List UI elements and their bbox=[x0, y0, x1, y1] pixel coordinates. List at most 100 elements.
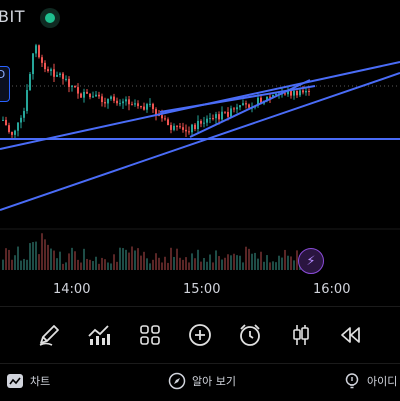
volume-bar bbox=[80, 262, 82, 270]
candle-body bbox=[44, 62, 46, 70]
volume-bar bbox=[11, 259, 13, 270]
volume-bar bbox=[143, 251, 145, 270]
volume-bar bbox=[149, 263, 151, 270]
chart-line-icon[interactable] bbox=[81, 317, 117, 353]
volume-bar bbox=[140, 255, 142, 270]
volume-bar bbox=[251, 253, 253, 270]
volume-bar bbox=[8, 249, 10, 270]
volume-bar bbox=[38, 254, 40, 270]
time-label-1600: 16:00 bbox=[313, 282, 351, 297]
volume-bar bbox=[128, 252, 130, 270]
candle-body bbox=[2, 119, 4, 121]
volume-bar bbox=[203, 257, 205, 270]
volume-bar bbox=[179, 257, 181, 270]
candle-body bbox=[65, 78, 67, 80]
candle-body bbox=[167, 119, 169, 126]
volume-bar bbox=[206, 261, 208, 270]
side-tag[interactable]: D bbox=[0, 66, 10, 102]
candle-body bbox=[182, 127, 184, 130]
volume-bar bbox=[287, 255, 289, 270]
candle-body bbox=[140, 106, 142, 108]
volume-bar bbox=[131, 246, 133, 270]
pencil-icon[interactable] bbox=[31, 317, 67, 353]
candle-body bbox=[20, 117, 22, 123]
market-status-icon bbox=[40, 8, 60, 28]
candle-body bbox=[239, 105, 241, 108]
bottom-nav: 차트 알아 보기 아이디 bbox=[0, 363, 400, 401]
candle-body bbox=[233, 108, 235, 110]
candle-body bbox=[185, 129, 187, 132]
volume-bar bbox=[170, 247, 172, 270]
nav-item-explore-label: 알아 보기 bbox=[192, 375, 236, 388]
candle-body bbox=[116, 100, 118, 104]
volume-bar bbox=[71, 247, 73, 270]
nav-item-ideas[interactable]: 아이디 bbox=[343, 372, 397, 390]
candle-body bbox=[287, 90, 289, 95]
candle-body bbox=[191, 124, 193, 133]
volume-bar bbox=[197, 249, 199, 270]
volume-bar bbox=[248, 248, 250, 270]
volume-bar bbox=[89, 259, 91, 270]
plus-circle-icon[interactable] bbox=[182, 317, 218, 353]
volume-bar bbox=[23, 258, 25, 270]
volume-bar bbox=[242, 262, 244, 270]
candle-body bbox=[194, 124, 196, 130]
symbol-label[interactable]: BIT bbox=[0, 7, 25, 26]
volume-bar bbox=[20, 260, 22, 270]
candle-body bbox=[308, 90, 310, 92]
volume-bar bbox=[104, 259, 106, 270]
nav-item-chart-label: 차트 bbox=[30, 375, 51, 388]
candle-body bbox=[35, 45, 37, 54]
alarm-clock-icon[interactable] bbox=[232, 317, 268, 353]
volume-bar bbox=[146, 258, 148, 270]
volume-bar bbox=[155, 253, 157, 270]
volume-bar bbox=[56, 258, 58, 270]
candle-body bbox=[248, 104, 250, 108]
candle-body bbox=[224, 111, 226, 113]
candle-body bbox=[293, 90, 295, 96]
price-chart[interactable] bbox=[0, 0, 400, 305]
volume-bar bbox=[77, 259, 79, 270]
chart-area[interactable]: BIT D ⚡ 14:00 15:00 16:00 bbox=[0, 0, 400, 305]
candle-body bbox=[59, 73, 61, 76]
volume-bar bbox=[215, 250, 217, 270]
candle-body bbox=[188, 131, 190, 133]
candle-body bbox=[50, 69, 52, 71]
candlestick-icon[interactable] bbox=[283, 317, 319, 353]
candle-body bbox=[212, 118, 214, 120]
volume-bar bbox=[95, 256, 97, 270]
candle-body bbox=[155, 109, 157, 115]
volume-bar bbox=[212, 262, 214, 270]
nav-item-explore[interactable]: 알아 보기 bbox=[168, 372, 236, 390]
candle-body bbox=[95, 94, 97, 97]
wedge-line bbox=[189, 79, 311, 138]
volume-bar bbox=[221, 259, 223, 270]
volume-bar bbox=[65, 262, 67, 270]
candle-body bbox=[203, 122, 205, 124]
candle-body bbox=[56, 75, 58, 77]
grid-icon[interactable] bbox=[132, 317, 168, 353]
nav-item-chart[interactable]: 차트 bbox=[6, 372, 50, 390]
volume-bar bbox=[284, 249, 286, 270]
volume-bar bbox=[236, 255, 238, 270]
candle-body bbox=[290, 90, 292, 96]
volume-bar bbox=[281, 257, 283, 270]
volume-bar bbox=[14, 255, 16, 270]
candle-body bbox=[68, 78, 70, 87]
volume-bar bbox=[278, 255, 280, 270]
candle-body bbox=[197, 120, 199, 130]
candle-body bbox=[284, 93, 286, 95]
volume-bar bbox=[290, 256, 292, 270]
volume-bar bbox=[122, 248, 124, 270]
candle-body bbox=[218, 114, 220, 120]
candle-body bbox=[230, 108, 232, 117]
lightning-icon[interactable]: ⚡ bbox=[298, 248, 324, 274]
volume-bar bbox=[29, 243, 31, 270]
volume-bar bbox=[110, 263, 112, 270]
volume-bar bbox=[182, 259, 184, 270]
volume-bar bbox=[173, 256, 175, 270]
rewind-icon[interactable] bbox=[333, 317, 369, 353]
volume-bar bbox=[17, 246, 19, 270]
volume-bar bbox=[272, 261, 274, 270]
volume-bar bbox=[5, 248, 7, 270]
